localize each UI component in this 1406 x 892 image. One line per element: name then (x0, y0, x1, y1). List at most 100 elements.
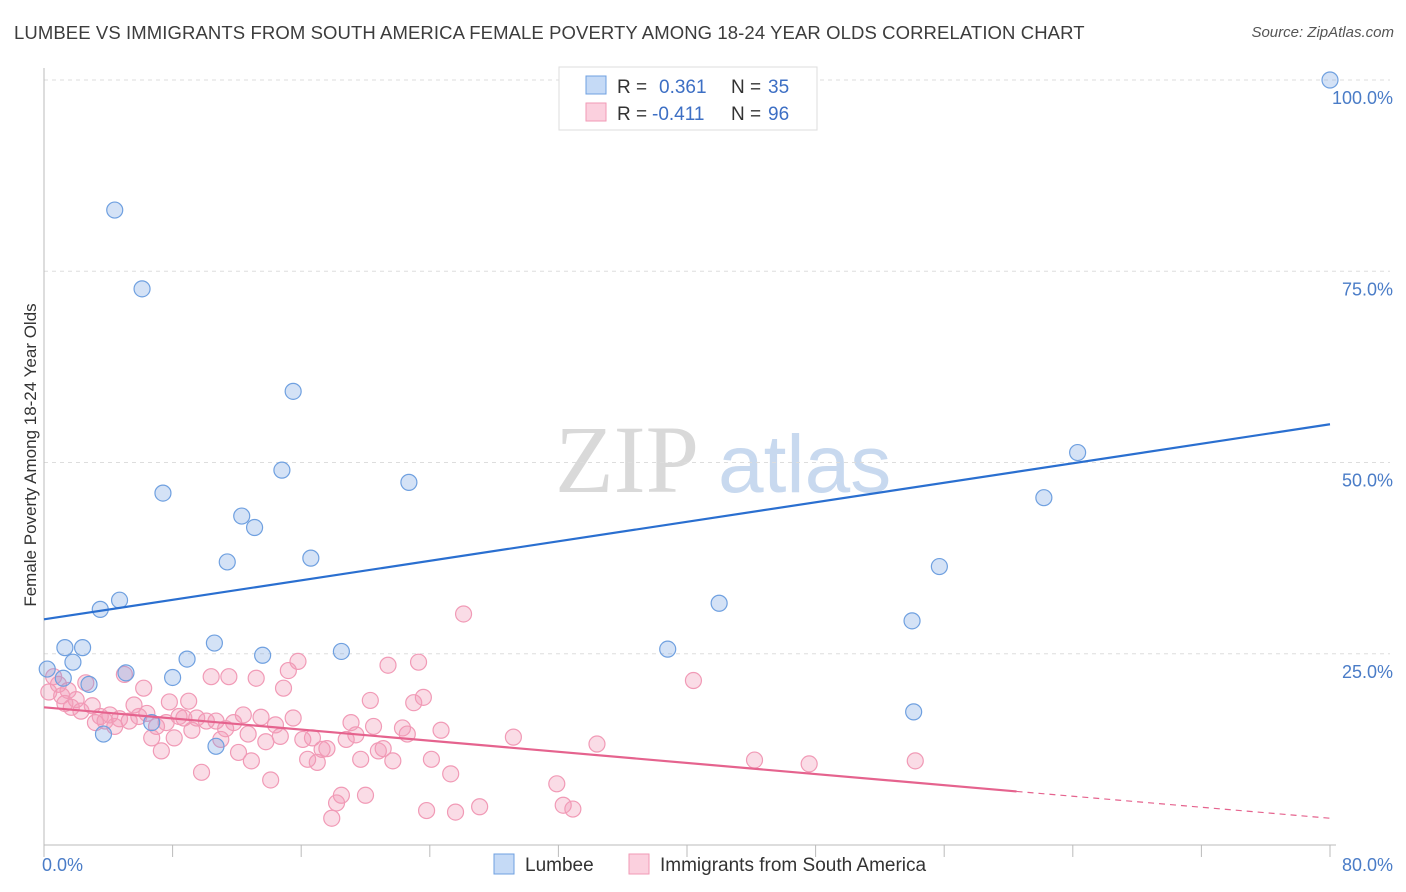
point-lumbee (218, 553, 236, 571)
point-immigrants (588, 735, 606, 753)
point-immigrants (554, 796, 572, 814)
point-lumbee (1321, 71, 1339, 89)
point-lumbee (133, 280, 151, 298)
point-lumbee (710, 594, 728, 612)
point-lumbee (302, 549, 320, 567)
point-lumbee (233, 507, 251, 525)
legend-n-label-lumbee: N = (731, 77, 761, 98)
axes (43, 68, 1336, 857)
point-immigrants (229, 743, 248, 762)
point-immigrants (152, 742, 170, 760)
point-immigrants (356, 786, 375, 804)
series-immigrants-points (40, 605, 924, 827)
point-lumbee (54, 669, 72, 687)
point-immigrants (337, 730, 355, 749)
point-lumbee (400, 473, 418, 491)
point-lumbee (905, 703, 923, 721)
point-immigrants (409, 653, 428, 671)
x-tick-label-0: 0.0% (42, 855, 83, 875)
point-immigrants (289, 652, 307, 671)
point-lumbee (245, 518, 264, 537)
point-immigrants (284, 709, 302, 727)
point-immigrants (202, 668, 220, 686)
point-immigrants (242, 752, 260, 770)
point-immigrants (262, 771, 280, 789)
legend-r-label-lumbee: R = (617, 77, 647, 98)
bottom-legend-swatch-immig (628, 853, 650, 875)
point-immigrants (379, 656, 397, 674)
bottom-legend-immig: Immigrants from South America (660, 855, 927, 876)
point-immigrants (422, 750, 441, 768)
point-lumbee (154, 484, 172, 502)
legend-n-value-lumbee: 35 (768, 77, 789, 98)
point-lumbee (73, 639, 92, 657)
y-tick-label-50: 50.0% (1342, 471, 1393, 491)
trend-line-immigrants (43, 706, 1017, 793)
point-immigrants (247, 669, 265, 687)
chart-title: LUMBEE VS IMMIGRANTS FROM SOUTH AMERICA … (14, 22, 1085, 43)
point-lumbee (903, 612, 921, 630)
watermark-zip: ZIP (555, 406, 699, 513)
bottom-legend-swatch-lumbee (493, 853, 515, 875)
point-immigrants (906, 752, 924, 770)
point-immigrants (252, 708, 270, 726)
point-lumbee (143, 713, 161, 732)
point-immigrants (180, 692, 198, 710)
point-immigrants (323, 809, 341, 827)
point-lumbee (207, 737, 225, 755)
point-immigrants (361, 691, 379, 710)
point-immigrants (800, 755, 818, 773)
gridlines (44, 79, 1390, 655)
point-immigrants (352, 750, 370, 768)
source-label: Source: ZipAtlas.com (1251, 24, 1394, 41)
legend-r-value-immig: -0.411 (652, 104, 704, 125)
point-immigrants (274, 679, 293, 697)
point-immigrants (384, 752, 402, 770)
legend-swatch-immig (585, 102, 607, 122)
legend-swatch-lumbee (585, 75, 607, 95)
point-lumbee (659, 640, 677, 658)
point-lumbee (117, 664, 135, 682)
y-tick-label-25: 25.0% (1342, 662, 1393, 682)
bottom-legend: Lumbee Immigrants from South America (493, 853, 927, 876)
point-immigrants (120, 712, 138, 730)
legend-r-label-immig: R = (617, 104, 647, 125)
point-lumbee (284, 382, 302, 400)
point-immigrants (504, 728, 522, 746)
legend-r-value-lumbee: 0.361 (659, 77, 707, 98)
point-immigrants (234, 706, 252, 724)
point-lumbee (1035, 489, 1053, 507)
point-immigrants (257, 733, 275, 751)
top-legend: R = 0.361 N = 35 R = -0.411 N = 96 (558, 66, 818, 131)
point-immigrants (308, 753, 326, 771)
point-immigrants (374, 740, 392, 758)
y-tick-label-100: 100.0% (1332, 88, 1393, 108)
point-immigrants (548, 775, 566, 793)
point-immigrants (745, 751, 764, 769)
point-immigrants (318, 740, 336, 758)
point-lumbee (110, 591, 129, 609)
point-immigrants (684, 671, 703, 690)
bottom-legend-lumbee: Lumbee (525, 855, 594, 876)
point-immigrants (432, 721, 450, 739)
trend-lines (43, 423, 1331, 819)
point-immigrants (165, 729, 183, 747)
point-lumbee (332, 642, 350, 661)
point-lumbee (205, 634, 223, 652)
series-lumbee-points (38, 71, 1339, 755)
point-immigrants (417, 801, 436, 820)
point-lumbee (1069, 443, 1087, 462)
point-immigrants (192, 763, 211, 781)
point-immigrants (364, 717, 383, 736)
tick-labels: 25.0% 50.0% 75.0% 100.0% 0.0% 80.0% (42, 88, 1393, 875)
point-immigrants (454, 605, 473, 623)
point-immigrants (220, 668, 238, 686)
x-tick-label-1: 80.0% (1342, 855, 1393, 875)
point-lumbee (94, 725, 113, 743)
legend-n-label-immig: N = (731, 104, 761, 125)
point-lumbee (254, 646, 272, 664)
point-lumbee (164, 668, 182, 687)
point-immigrants (564, 800, 582, 818)
point-immigrants (414, 688, 432, 706)
